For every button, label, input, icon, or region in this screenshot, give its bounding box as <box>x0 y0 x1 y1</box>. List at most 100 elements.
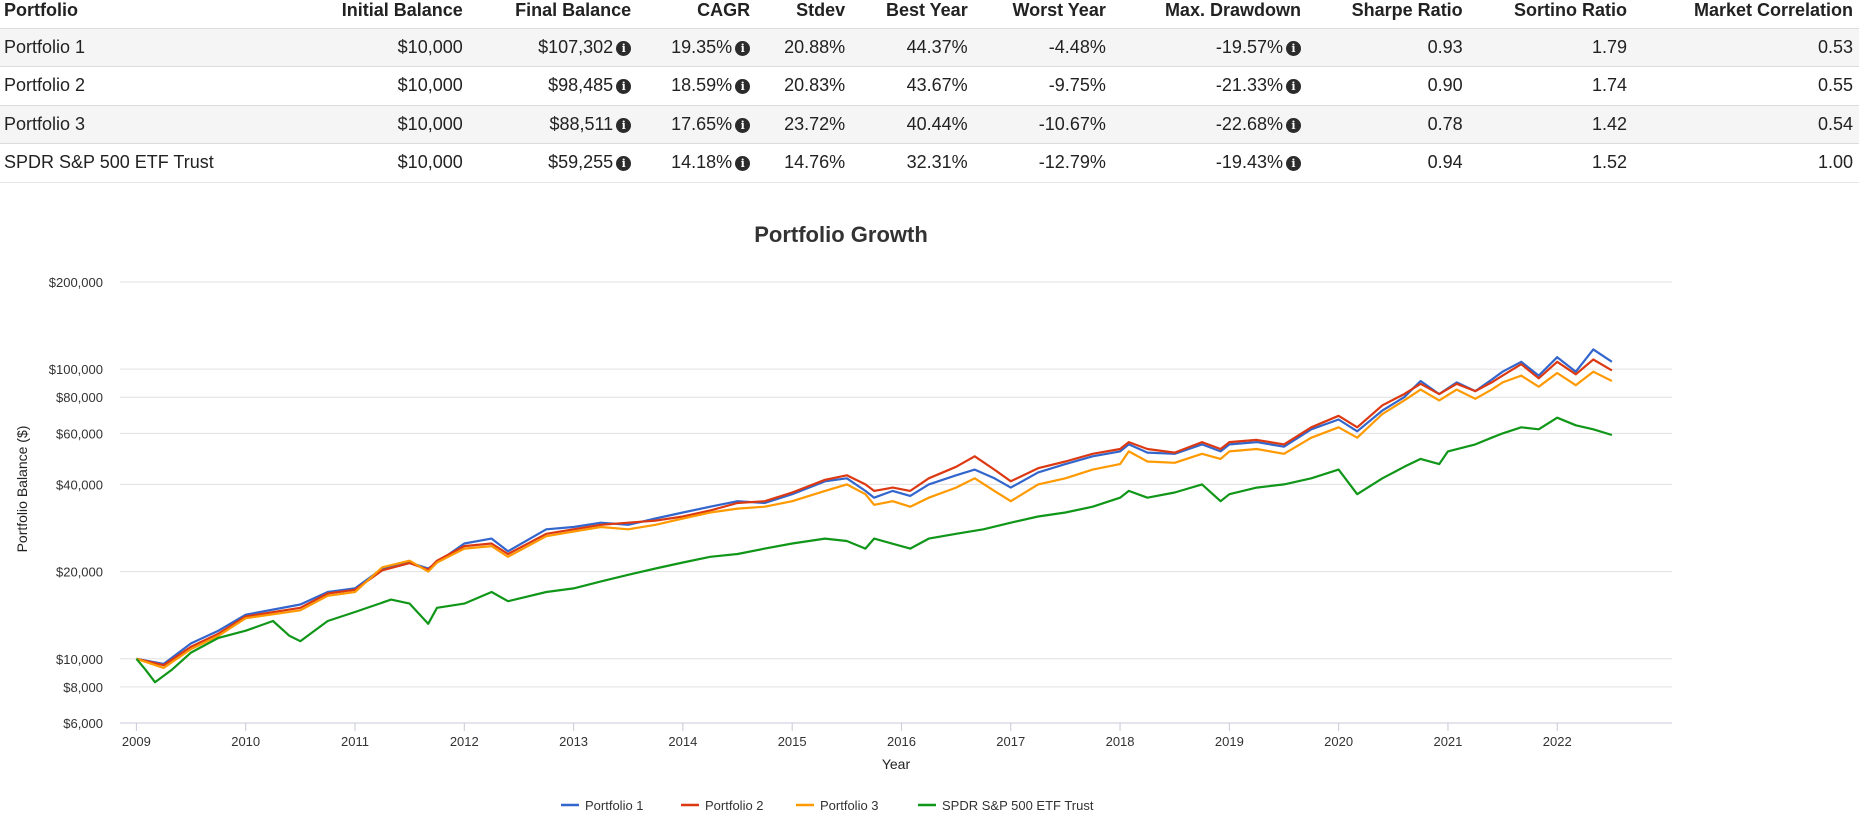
max-drawdown: -21.33% <box>1215 75 1283 96</box>
info-icon[interactable]: i <box>616 117 632 133</box>
y-tick-label: $100,000 <box>49 362 103 377</box>
y-tick-label: $80,000 <box>56 390 103 405</box>
header-stdev[interactable]: Stdev <box>796 0 846 20</box>
best-year: 43.67% <box>851 66 974 105</box>
stdev: 14.76% <box>756 143 852 183</box>
initial-balance: $10,000 <box>293 66 469 105</box>
x-tick-label: 2022 <box>1543 734 1572 749</box>
max-drawdown: -19.43% <box>1215 152 1283 173</box>
x-tick-label: 2021 <box>1433 734 1462 749</box>
cagr: 19.35% <box>671 36 733 57</box>
max-drawdown: -22.68% <box>1215 113 1283 134</box>
market-correlation: 0.54 <box>1633 104 1859 144</box>
info-icon[interactable]: i <box>735 79 751 95</box>
table-row: SPDR S&P 500 ETF Trust $10,000 $59,255 i … <box>0 143 1859 183</box>
legend-label: Portfolio 1 <box>585 798 644 813</box>
legend-item[interactable]: Portfolio 1 <box>561 798 644 813</box>
sortino-ratio: 1.52 <box>1468 143 1634 183</box>
portfolio-growth-chart: Portfolio Growth $6,000 $8,000 $10,000 $20,… <box>14 222 1672 813</box>
legend-label: Portfolio 2 <box>705 798 764 813</box>
series-line-1[interactable] <box>136 348 1613 665</box>
portfolio-name: Portfolio 2 <box>0 66 294 105</box>
initial-balance: $10,000 <box>293 27 469 67</box>
worst-year: -12.79% <box>973 143 1112 183</box>
legend-item[interactable]: SPDR S&P 500 ETF Trust <box>918 798 1094 813</box>
x-tick-label: 2013 <box>559 734 588 749</box>
x-tick-label: 2017 <box>996 734 1025 749</box>
header-worst-year[interactable]: Worst Year <box>1012 0 1106 20</box>
market-correlation: 0.53 <box>1633 27 1859 67</box>
series-line-3[interactable] <box>136 370 1613 669</box>
final-balance-cell: $98,485 i <box>468 66 638 105</box>
y-axis-label: Portfolio Balance ($) <box>14 426 30 553</box>
sharpe-ratio: 0.93 <box>1306 27 1469 67</box>
performance-table: Portfolio Initial Balance Final Balance … <box>0 0 1859 183</box>
header-sortino-ratio[interactable]: Sortino Ratio <box>1514 0 1628 20</box>
sortino-ratio: 1.79 <box>1468 27 1634 67</box>
final-balance-cell: $59,255 i <box>468 143 638 183</box>
sharpe-ratio: 0.78 <box>1306 104 1469 144</box>
drawdown-cell: -22.68% i <box>1111 104 1307 144</box>
stdev: 20.88% <box>756 27 852 67</box>
stdev: 23.72% <box>756 104 852 144</box>
drawdown-cell: -19.43% i <box>1111 143 1307 183</box>
y-tick-label: $10,000 <box>56 652 103 667</box>
cagr-cell: 19.35% i <box>637 27 757 67</box>
sortino-ratio: 1.42 <box>1468 104 1634 144</box>
info-icon[interactable]: i <box>735 156 751 172</box>
max-drawdown: -19.57% <box>1215 36 1283 57</box>
legend-item[interactable]: Portfolio 3 <box>796 798 879 813</box>
sharpe-ratio: 0.94 <box>1306 143 1469 183</box>
info-icon[interactable]: i <box>1285 40 1301 56</box>
header-final-balance[interactable]: Final Balance <box>515 0 632 20</box>
portfolio-name: SPDR S&P 500 ETF Trust <box>0 143 294 183</box>
info-icon[interactable]: i <box>1285 117 1301 133</box>
series-line-2[interactable] <box>136 358 1613 667</box>
chart-legend: Portfolio 1 Portfolio 2 Portfolio 3 SPDR S&… <box>561 798 1094 813</box>
sharpe-ratio: 0.90 <box>1306 66 1469 105</box>
x-tick-label: 2015 <box>778 734 807 749</box>
x-axis: 2009 2010 2011 2012 2013 2014 2015 2016 2017 2018… <box>120 722 1672 749</box>
y-tick-label: $40,000 <box>56 477 103 492</box>
drawdown-cell: -21.33% i <box>1111 66 1307 105</box>
initial-balance: $10,000 <box>293 104 469 144</box>
header-cagr[interactable]: CAGR <box>697 0 751 20</box>
info-icon[interactable]: i <box>1285 156 1301 172</box>
table-row: Portfolio 2 $10,000 $98,485 i 18.59% i 20.… <box>0 66 1859 105</box>
header-max-drawdown[interactable]: Max. Drawdown <box>1164 0 1301 20</box>
y-tick-label: $8,000 <box>63 680 103 695</box>
table-row: Portfolio 1 $10,000 $107,302 i 19.35% i 20… <box>0 27 1859 67</box>
cagr-cell: 18.59% i <box>637 66 757 105</box>
header-initial-balance[interactable]: Initial Balance <box>341 0 463 20</box>
cagr-cell: 14.18% i <box>637 143 757 183</box>
series-lines <box>135 348 1613 684</box>
header-market-correlation[interactable]: Market Correlation <box>1693 0 1853 20</box>
best-year: 44.37% <box>851 27 974 67</box>
info-icon[interactable]: i <box>1285 79 1301 95</box>
final-balance-cell: $107,302 i <box>468 27 638 67</box>
series-line-4[interactable] <box>135 416 1613 684</box>
y-tick-label: $6,000 <box>63 716 103 731</box>
x-tick-label: 2014 <box>668 734 697 749</box>
header-sharpe-ratio[interactable]: Sharpe Ratio <box>1351 0 1463 20</box>
info-icon[interactable]: i <box>735 40 751 56</box>
x-tick-label: 2020 <box>1324 734 1353 749</box>
x-axis-label: Year <box>882 756 911 772</box>
y-tick-label: $60,000 <box>56 426 103 441</box>
header-best-year[interactable]: Best Year <box>885 0 968 20</box>
legend-item[interactable]: Portfolio 2 <box>681 798 764 813</box>
final-balance: $88,511 <box>549 113 614 134</box>
info-icon[interactable]: i <box>616 40 632 56</box>
cagr: 14.18% <box>671 152 733 173</box>
info-icon[interactable]: i <box>616 156 632 172</box>
legend-label: Portfolio 3 <box>820 798 879 813</box>
info-icon[interactable]: i <box>616 79 632 95</box>
cagr-cell: 17.65% i <box>637 104 757 144</box>
worst-year: -4.48% <box>973 27 1112 67</box>
chart-title: Portfolio Growth <box>754 222 928 247</box>
final-balance-cell: $88,511 i <box>468 104 638 144</box>
header-portfolio[interactable]: Portfolio <box>4 0 78 20</box>
info-icon[interactable]: i <box>735 117 751 133</box>
best-year: 32.31% <box>851 143 974 183</box>
y-tick-label: $200,000 <box>49 275 103 290</box>
